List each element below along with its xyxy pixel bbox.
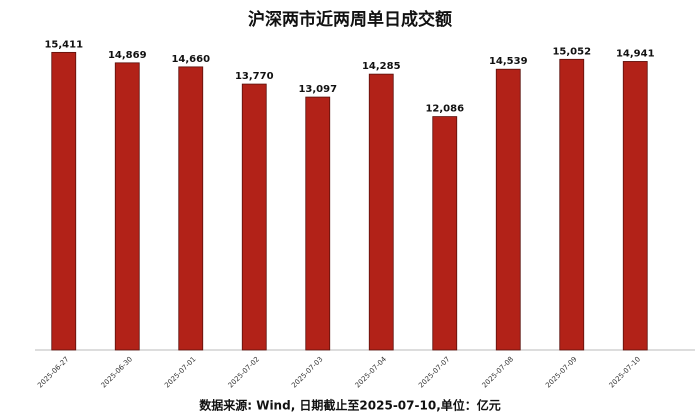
bar	[495, 68, 521, 351]
value-label: 12,086	[425, 104, 464, 115]
bar	[178, 66, 204, 351]
value-label: 14,941	[616, 48, 655, 59]
x-tick-label: 2025-07-02	[227, 355, 261, 389]
x-tick-label: 2025-07-01	[163, 355, 197, 389]
value-label: 14,539	[489, 56, 528, 67]
bar	[114, 62, 140, 351]
value-label: 14,660	[171, 54, 210, 65]
value-label: 15,411	[44, 39, 83, 50]
source-note: 数据来源: Wind, 日期截止至2025-07-10,单位：亿元	[199, 398, 501, 413]
bar	[432, 116, 458, 351]
bar	[305, 96, 331, 351]
bar	[622, 61, 648, 351]
x-tick-label: 2025-06-30	[100, 355, 134, 389]
value-label: 14,285	[362, 61, 401, 72]
bar	[51, 51, 77, 351]
x-tick-label: 2025-07-03	[290, 355, 324, 389]
bar	[559, 58, 585, 351]
x-tick-label: 2025-07-08	[481, 355, 515, 389]
bar	[368, 73, 394, 351]
x-tick-label: 2025-07-04	[354, 355, 389, 390]
value-label: 13,770	[235, 71, 274, 82]
value-label: 14,869	[108, 50, 147, 61]
chart-title: 沪深两市近两周单日成交额	[248, 9, 452, 30]
bar	[241, 83, 267, 351]
x-tick-label: 2025-06-27	[36, 355, 70, 389]
value-label: 15,052	[552, 46, 591, 57]
x-tick-label: 2025-07-07	[417, 355, 451, 389]
value-label: 13,097	[298, 84, 337, 95]
x-tick-label: 2025-07-10	[608, 355, 642, 389]
x-tick-label: 2025-07-09	[544, 355, 578, 389]
